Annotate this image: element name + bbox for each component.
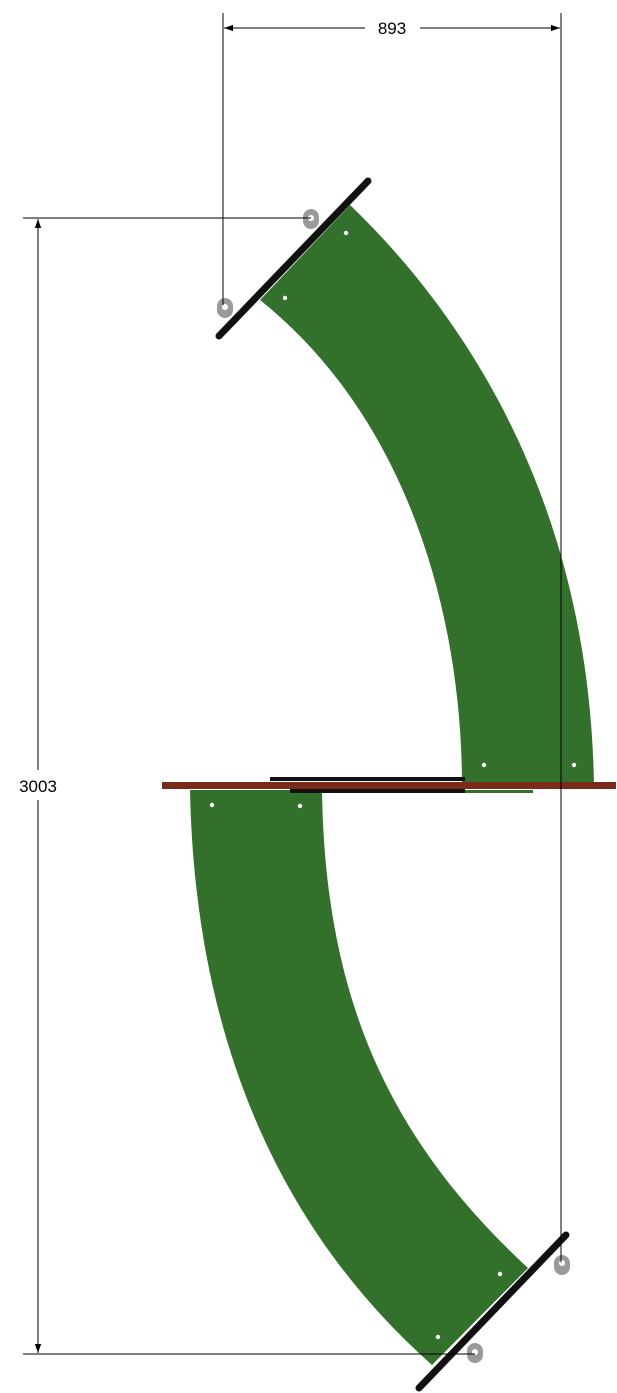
upper-end-frame [215, 177, 372, 340]
lower-belt-section [190, 790, 528, 1365]
upper-bracket-right [303, 209, 319, 229]
height-dimension: 3003 [19, 217, 475, 1355]
lower-bracket-left [467, 1343, 483, 1363]
transfer-plate [162, 777, 616, 793]
transfer-plate-bar [162, 782, 616, 789]
upper-belt-bolt [571, 762, 577, 768]
lower-belt-bolt [497, 1271, 503, 1277]
lower-belt-bolt [297, 803, 303, 809]
transfer-plate-green-strip [465, 790, 533, 793]
lower-bracket-right [554, 1255, 570, 1275]
transfer-plate-bottom-rail [290, 789, 465, 793]
lower-belt-bolt [435, 1334, 441, 1340]
upper-belt-bolt [282, 295, 288, 301]
transfer-plate-top-rail [270, 777, 465, 781]
lower-belt-bolt [209, 802, 215, 808]
upper-belt-bolt [343, 230, 349, 236]
width-dimension: 893 [222, 13, 562, 1262]
width-dimension-value: 893 [378, 19, 406, 38]
height-dimension-value: 3003 [19, 777, 57, 796]
lower-end-frame [415, 1231, 570, 1392]
upper-bracket-left [217, 298, 233, 318]
upper-belt-bolt [481, 762, 487, 768]
lower-belt [190, 790, 528, 1365]
upper-belt-section [260, 205, 594, 786]
upper-belt [260, 205, 594, 786]
